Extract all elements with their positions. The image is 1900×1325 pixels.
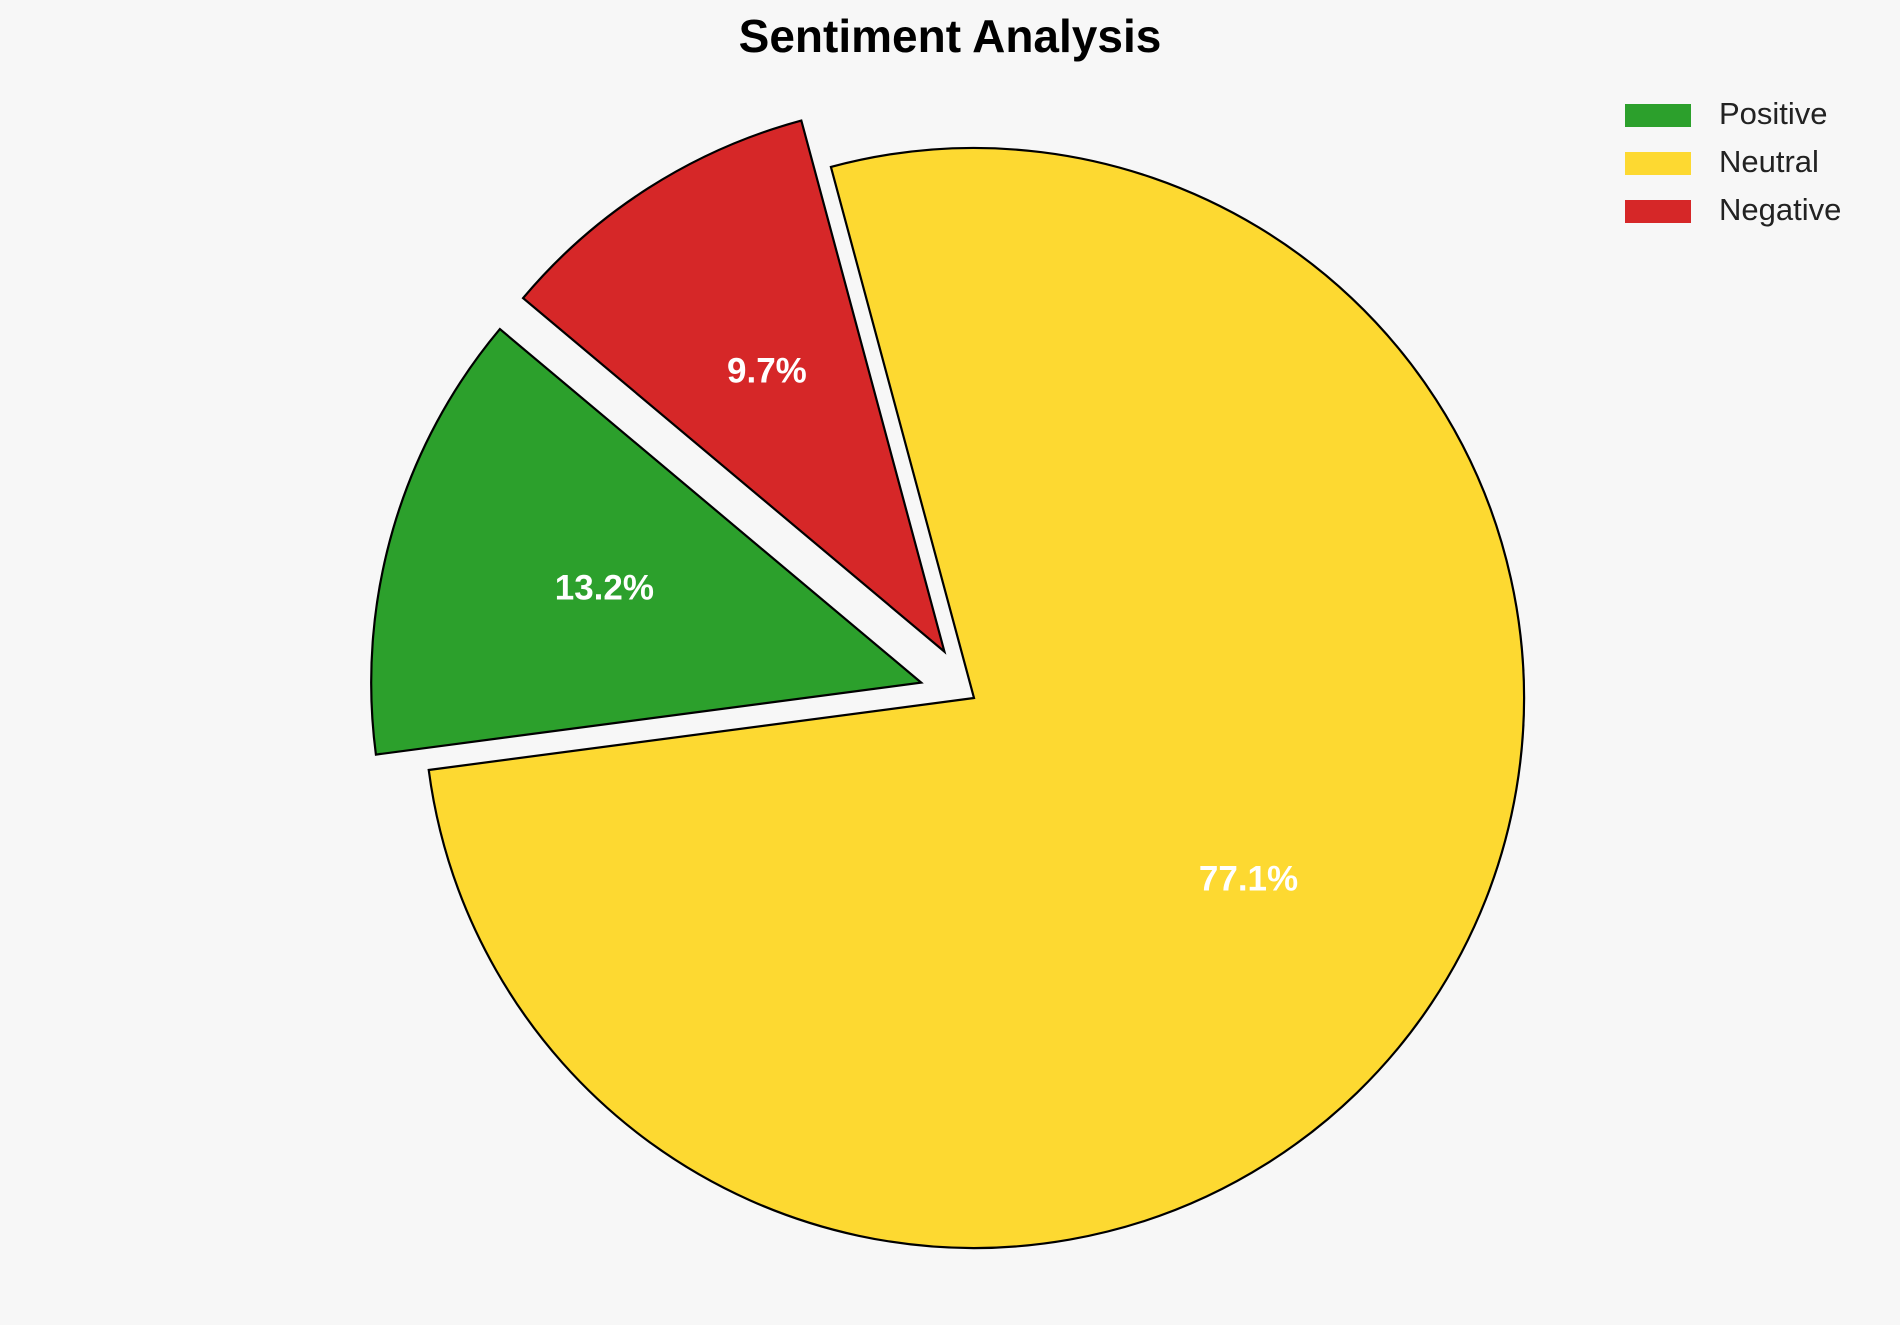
slice-label: 9.7% bbox=[727, 352, 807, 391]
pie-slice bbox=[521, 119, 947, 655]
legend-label: Negative bbox=[1719, 192, 1841, 227]
pie-slice bbox=[427, 146, 1526, 1250]
pie-slice bbox=[370, 327, 924, 756]
legend-label: Neutral bbox=[1719, 144, 1819, 179]
slice-label: 13.2% bbox=[555, 569, 654, 608]
chart-title: Sentiment Analysis bbox=[739, 10, 1162, 62]
slice-label: 77.1% bbox=[1199, 859, 1298, 898]
legend-swatch bbox=[1625, 152, 1691, 175]
legend-swatch bbox=[1625, 200, 1691, 223]
legend-swatch bbox=[1625, 104, 1691, 127]
legend-label: Positive bbox=[1719, 96, 1828, 131]
